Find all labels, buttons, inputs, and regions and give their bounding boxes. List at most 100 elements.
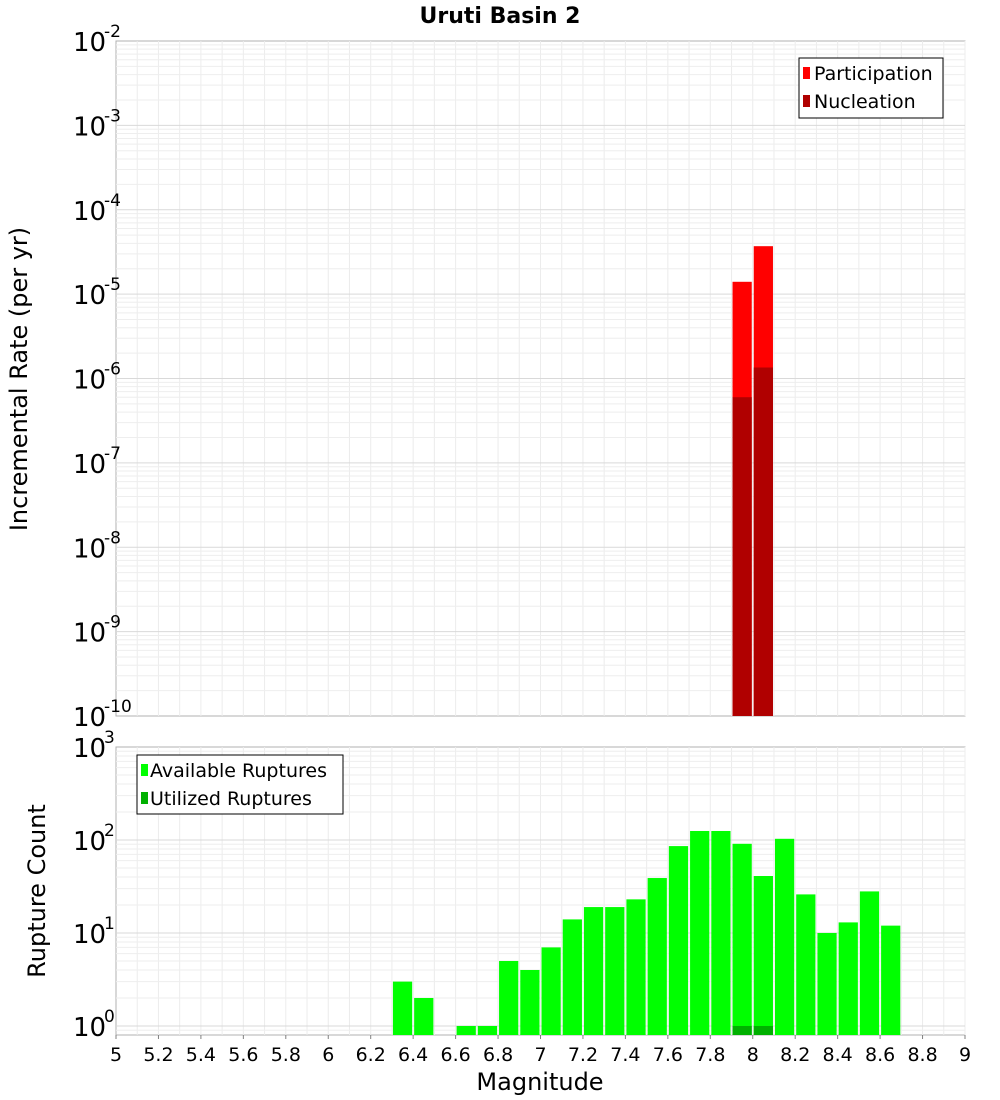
legend-label-utilized: Utilized Ruptures <box>150 788 312 810</box>
y-tick-exponent: -2 <box>104 22 121 42</box>
x-tick-label: 7.8 <box>695 1044 725 1066</box>
y-tick-exponent: -6 <box>104 360 121 380</box>
x-tick-label: 5.6 <box>228 1044 258 1066</box>
y-tick-exponent: 1 <box>104 914 115 934</box>
y-tick-label: 10 <box>73 366 106 396</box>
y-tick-label: 10 <box>73 281 106 311</box>
y-tick-exponent: 2 <box>104 821 115 841</box>
bar-available-ruptures <box>477 1025 498 1035</box>
x-tick-label: 8.4 <box>823 1044 853 1066</box>
bar-available-ruptures <box>647 878 667 1035</box>
x-tick-label: 8.6 <box>865 1044 895 1066</box>
bar-available-ruptures <box>753 876 773 1035</box>
rate-legend-box <box>798 57 944 119</box>
y-tick-label: 10 <box>73 827 106 857</box>
y-tick-exponent: -10 <box>104 697 132 717</box>
y-tick-label: 10 <box>73 734 106 764</box>
bar-available-ruptures <box>626 899 646 1035</box>
x-tick-label: 5.8 <box>271 1044 301 1066</box>
legend-swatch-available <box>141 764 148 776</box>
legend-label-available: Available Ruptures <box>150 760 327 782</box>
rate-y-axis-label: Incremental Rate (per yr) <box>5 227 33 531</box>
bar-nucleation <box>732 397 752 716</box>
bar-nucleation <box>753 367 773 716</box>
bar-available-ruptures <box>605 907 625 1035</box>
x-tick-label: 7.4 <box>610 1044 640 1066</box>
bar-available-ruptures <box>732 843 752 1035</box>
bar-available-ruptures <box>414 997 434 1035</box>
x-tick-label: 7.6 <box>653 1044 683 1066</box>
y-tick-label: 10 <box>73 1013 106 1043</box>
x-tick-label: 5 <box>110 1044 122 1066</box>
bar-utilized-ruptures <box>732 1025 752 1035</box>
x-tick-label: 9 <box>959 1044 971 1066</box>
y-tick-exponent: -4 <box>104 191 121 211</box>
x-ticks: 5 5.2 5.4 5.6 5.8 6 6.2 6.4 6.6 6.8 7 7.2 7.4 7.6 7.8 8… <box>110 1035 971 1066</box>
y-tick-label: 10 <box>73 28 106 58</box>
x-tick-label: 6.8 <box>483 1044 513 1066</box>
legend-swatch-participation <box>803 67 810 79</box>
bar-available-ruptures <box>881 925 901 1035</box>
legend-label-nucleation: Nucleation <box>814 91 916 113</box>
legend-label-participation: Participation <box>814 63 933 85</box>
count-legend: Available Ruptures Utilized Ruptures <box>136 754 344 815</box>
bar-available-ruptures <box>392 981 413 1035</box>
x-tick-label: 7.2 <box>568 1044 598 1066</box>
y-tick-exponent: -7 <box>104 444 121 464</box>
y-tick-label: 10 <box>73 703 106 733</box>
y-tick-exponent: 0 <box>104 1007 115 1027</box>
legend-swatch-nucleation <box>803 95 810 107</box>
x-tick-label: 8 <box>747 1044 759 1066</box>
y-tick-exponent: -5 <box>104 275 121 295</box>
rate-panel: 10-210-310-410-510-610-710-810-910-10 In… <box>5 22 966 733</box>
y-tick-exponent: 3 <box>104 728 115 748</box>
bar-available-ruptures <box>796 894 816 1035</box>
legend-swatch-utilized <box>141 792 148 804</box>
bar-available-ruptures <box>859 891 880 1035</box>
bar-available-ruptures <box>456 1025 476 1035</box>
x-tick-label: 5.2 <box>143 1044 173 1066</box>
bar-available-ruptures <box>562 919 582 1035</box>
x-tick-label: 5.4 <box>186 1044 216 1066</box>
x-tick-label: 6.4 <box>398 1044 428 1066</box>
y-tick-label: 10 <box>73 619 106 649</box>
y-tick-exponent: -8 <box>104 528 121 548</box>
x-tick-label: 6.6 <box>440 1044 470 1066</box>
bar-available-ruptures <box>668 846 689 1035</box>
bar-available-ruptures <box>711 830 731 1035</box>
rate-bars <box>732 246 773 716</box>
x-tick-label: 6 <box>322 1044 334 1066</box>
rate-legend: Participation Nucleation <box>798 57 944 119</box>
bar-available-ruptures <box>499 960 519 1035</box>
y-tick-label: 10 <box>73 450 106 480</box>
bar-available-ruptures <box>838 922 858 1035</box>
count-legend-box <box>136 754 344 815</box>
x-tick-label: 8.2 <box>780 1044 810 1066</box>
y-tick-exponent: -3 <box>104 106 121 126</box>
x-axis-label: Magnitude <box>476 1068 603 1096</box>
y-tick-exponent: -9 <box>104 613 121 633</box>
bar-available-ruptures <box>520 969 540 1035</box>
count-y-axis-label: Rupture Count <box>23 804 51 978</box>
x-tick-label: 7 <box>534 1044 546 1066</box>
y-tick-label: 10 <box>73 197 106 227</box>
bar-available-ruptures <box>817 932 837 1035</box>
bar-utilized-ruptures <box>753 1025 773 1035</box>
chart-title: Uruti Basin 2 <box>420 4 581 29</box>
rate-grid <box>116 41 966 716</box>
bar-available-ruptures <box>541 947 561 1035</box>
x-tick-label: 6.2 <box>356 1044 386 1066</box>
bar-available-ruptures <box>774 838 795 1035</box>
y-tick-label: 10 <box>73 920 106 950</box>
x-tick-label: 8.8 <box>907 1044 937 1066</box>
rate-y-ticks: 10-210-310-410-510-610-710-810-910-10 <box>73 22 132 733</box>
bar-available-ruptures <box>583 907 604 1035</box>
y-tick-label: 10 <box>73 112 106 142</box>
bar-available-ruptures <box>690 830 710 1035</box>
count-bars <box>392 830 901 1035</box>
y-tick-label: 10 <box>73 534 106 564</box>
